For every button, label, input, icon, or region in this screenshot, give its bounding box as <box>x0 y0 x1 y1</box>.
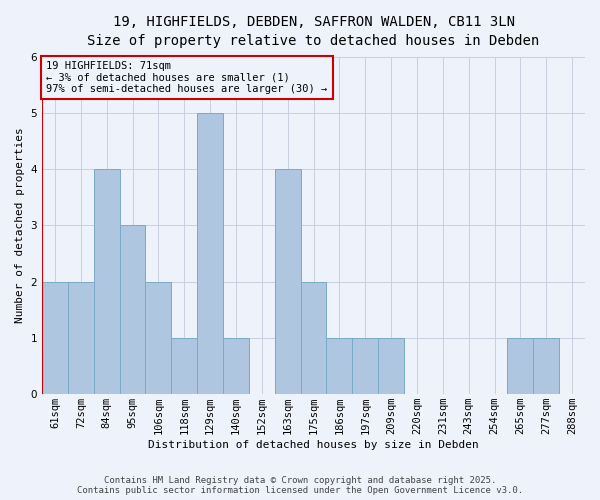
Text: 19 HIGHFIELDS: 71sqm
← 3% of detached houses are smaller (1)
97% of semi-detache: 19 HIGHFIELDS: 71sqm ← 3% of detached ho… <box>46 61 328 94</box>
Bar <box>508 338 533 394</box>
Bar <box>42 282 68 394</box>
Y-axis label: Number of detached properties: Number of detached properties <box>15 128 25 324</box>
Bar <box>94 169 119 394</box>
Bar <box>301 282 326 394</box>
Bar <box>326 338 352 394</box>
Bar <box>352 338 378 394</box>
Bar <box>172 338 197 394</box>
Bar <box>145 282 172 394</box>
Text: Contains HM Land Registry data © Crown copyright and database right 2025.
Contai: Contains HM Land Registry data © Crown c… <box>77 476 523 495</box>
Bar <box>378 338 404 394</box>
Bar <box>68 282 94 394</box>
Bar <box>275 169 301 394</box>
Bar <box>119 226 145 394</box>
Bar <box>223 338 249 394</box>
X-axis label: Distribution of detached houses by size in Debden: Distribution of detached houses by size … <box>148 440 479 450</box>
Bar <box>533 338 559 394</box>
Bar <box>197 113 223 394</box>
Title: 19, HIGHFIELDS, DEBDEN, SAFFRON WALDEN, CB11 3LN
Size of property relative to de: 19, HIGHFIELDS, DEBDEN, SAFFRON WALDEN, … <box>88 15 539 48</box>
